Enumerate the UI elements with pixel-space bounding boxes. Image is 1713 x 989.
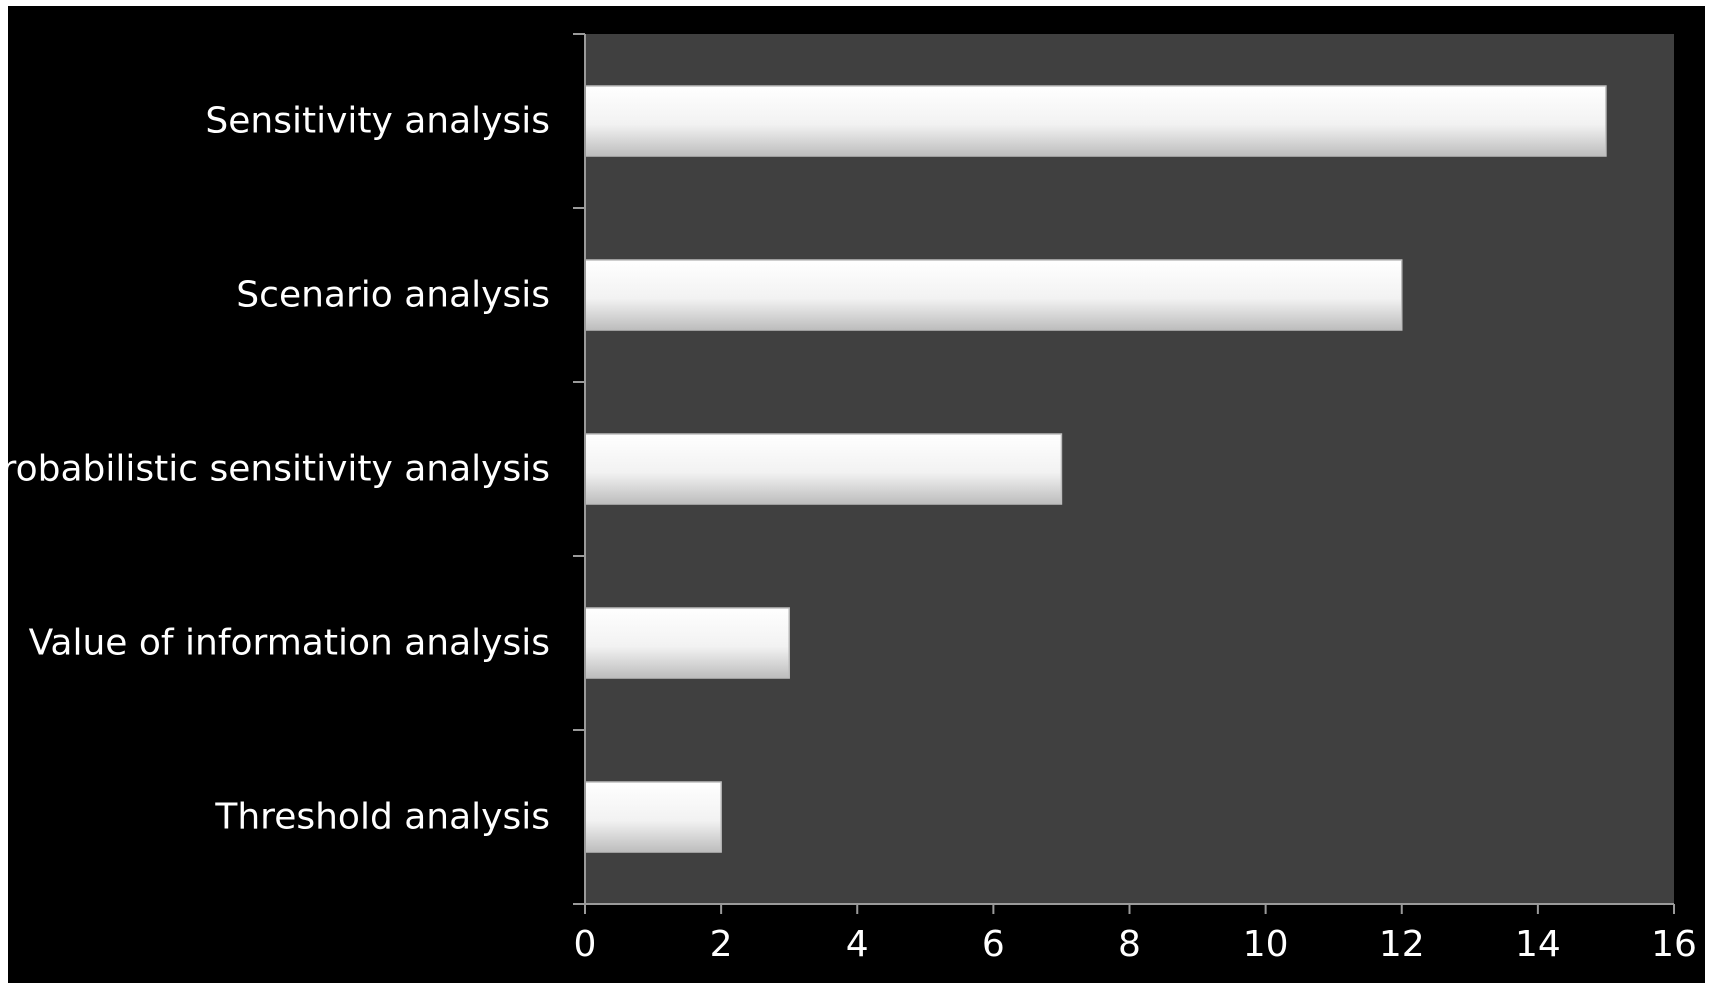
- x-tick-label: 14: [1515, 924, 1561, 965]
- bar: [584, 433, 1063, 505]
- bars-layer: [584, 85, 1607, 853]
- chart-frame: Sensitivity analysis Scenario analysis Pro…: [8, 6, 1705, 983]
- x-tick-label: 6: [982, 924, 1005, 965]
- bar-chart: Sensitivity analysis Scenario analysis Pro…: [8, 33, 1697, 966]
- bar: [584, 85, 1607, 157]
- x-tick-label: 10: [1243, 924, 1289, 965]
- axes-layer: [573, 33, 1675, 914]
- x-tick-label: 16: [1651, 924, 1697, 965]
- labels-layer: Sensitivity analysis Scenario analysis Pro…: [8, 101, 1697, 966]
- bar: [584, 607, 790, 679]
- bar: [584, 259, 1403, 331]
- category-label: Value of information analysis: [29, 623, 550, 664]
- x-tick-label: 12: [1379, 924, 1425, 965]
- bar: [584, 781, 722, 853]
- category-label: Threshold analysis: [214, 797, 550, 838]
- x-tick-label: 0: [574, 924, 597, 965]
- x-tick-label: 2: [710, 924, 733, 965]
- category-label: Scenario analysis: [236, 275, 550, 316]
- x-tick-label: 4: [846, 924, 869, 965]
- category-label: Probabilistic sensitivity analysis: [8, 449, 550, 490]
- category-label: Sensitivity analysis: [205, 101, 550, 142]
- x-tick-label: 8: [1118, 924, 1141, 965]
